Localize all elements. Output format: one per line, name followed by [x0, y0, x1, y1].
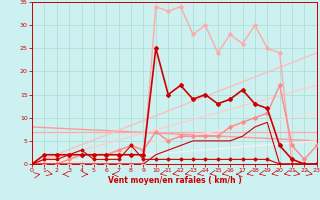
- X-axis label: Vent moyen/en rafales ( km/h ): Vent moyen/en rafales ( km/h ): [108, 176, 241, 185]
